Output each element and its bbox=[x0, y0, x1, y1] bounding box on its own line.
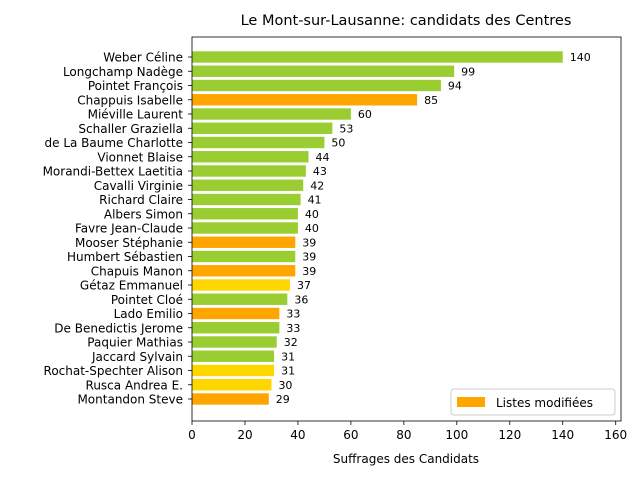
y-tick-label: Jaccard Sylvain bbox=[91, 350, 183, 364]
y-tick-label: Longchamp Nadège bbox=[63, 65, 183, 79]
bar bbox=[192, 379, 272, 391]
bar bbox=[192, 364, 275, 377]
value-label: 37 bbox=[297, 279, 311, 292]
bar bbox=[192, 79, 441, 92]
value-label: 30 bbox=[278, 379, 292, 392]
bar bbox=[192, 279, 290, 291]
x-tick-label: 40 bbox=[290, 428, 305, 442]
value-label: 53 bbox=[339, 122, 353, 135]
bar bbox=[192, 94, 418, 106]
x-tick-label: 120 bbox=[498, 428, 521, 442]
value-label: 43 bbox=[313, 165, 327, 178]
y-tick-label: De Benedictis Jerome bbox=[54, 321, 183, 335]
value-label: 39 bbox=[302, 236, 316, 249]
bar bbox=[192, 136, 325, 149]
value-label: 29 bbox=[276, 393, 290, 406]
value-label: 42 bbox=[310, 179, 324, 192]
x-tick-label: 0 bbox=[188, 428, 196, 442]
y-tick-label: Mooser Stéphanie bbox=[75, 236, 183, 250]
bar bbox=[192, 165, 306, 177]
y-tick-label: Richard Claire bbox=[99, 193, 183, 207]
value-label: 39 bbox=[302, 251, 316, 264]
value-label: 31 bbox=[281, 350, 295, 363]
legend-swatch bbox=[457, 397, 485, 407]
y-tick-label: Montandon Steve bbox=[77, 393, 183, 407]
bar bbox=[192, 322, 280, 334]
value-label: 33 bbox=[286, 308, 300, 321]
x-tick-label: 100 bbox=[445, 428, 468, 442]
x-tick-label: 20 bbox=[237, 428, 252, 442]
y-tick-label: Cavalli Virginie bbox=[94, 179, 183, 193]
bar bbox=[192, 307, 280, 320]
bar bbox=[192, 293, 288, 305]
x-tick-label: 60 bbox=[343, 428, 358, 442]
value-label: 41 bbox=[308, 194, 322, 207]
bar bbox=[192, 151, 309, 163]
value-label: 40 bbox=[305, 222, 319, 235]
bar bbox=[192, 250, 296, 263]
y-tick-label: Pointet François bbox=[88, 79, 183, 93]
legend: Listes modifiées bbox=[450, 388, 616, 416]
bar bbox=[192, 336, 277, 348]
y-tick-label: Lado Emilio bbox=[114, 307, 183, 321]
bar bbox=[192, 193, 301, 206]
value-label: 140 bbox=[570, 51, 591, 64]
legend-box bbox=[450, 388, 616, 416]
y-tick-label: Rochat-Spechter Alison bbox=[44, 364, 183, 378]
bar bbox=[192, 222, 298, 234]
y-tick-label: Schaller Graziella bbox=[78, 122, 183, 136]
y-tick-label: Chappuis Isabelle bbox=[77, 93, 183, 107]
value-label: 36 bbox=[294, 293, 308, 306]
bar bbox=[192, 65, 455, 77]
y-tick-label: Pointet Cloé bbox=[111, 293, 183, 307]
bar bbox=[192, 350, 275, 362]
x-tick-label: 80 bbox=[396, 428, 411, 442]
bars-layer: 1409994856053504443424140403939393736333… bbox=[192, 51, 591, 406]
bar bbox=[192, 179, 304, 191]
value-label: 40 bbox=[305, 208, 319, 221]
bar bbox=[192, 236, 296, 248]
bar bbox=[192, 393, 269, 405]
bar bbox=[192, 122, 333, 134]
bar bbox=[192, 208, 298, 220]
value-label: 50 bbox=[331, 137, 345, 150]
value-label: 85 bbox=[424, 94, 438, 107]
value-label: 44 bbox=[316, 151, 330, 164]
y-tick-label: de La Baume Charlotte bbox=[45, 136, 184, 150]
y-tick-label: Gétaz Emmanuel bbox=[80, 279, 183, 293]
y-tick-label: Favre Jean-Claude bbox=[75, 222, 183, 236]
value-label: 60 bbox=[358, 108, 372, 121]
y-tick-label: Chapuis Manon bbox=[91, 264, 183, 278]
legend-label: Listes modifiées bbox=[496, 396, 593, 410]
value-label: 94 bbox=[448, 80, 462, 93]
value-label: 32 bbox=[284, 336, 298, 349]
y-tick-label: Weber Céline bbox=[103, 51, 183, 65]
bar bbox=[192, 108, 351, 120]
x-tick-label: 140 bbox=[551, 428, 574, 442]
y-tick-label: Miéville Laurent bbox=[88, 108, 184, 122]
value-label: 31 bbox=[281, 365, 295, 378]
x-axis-label: Suffrages des Candidats bbox=[333, 452, 479, 466]
x-tick-label: 160 bbox=[604, 428, 627, 442]
bar bbox=[192, 265, 296, 277]
value-label: 33 bbox=[286, 322, 300, 335]
bar bbox=[192, 51, 563, 63]
y-tick-label: Vionnet Blaise bbox=[97, 150, 183, 164]
y-tick-label: Albers Simon bbox=[104, 207, 183, 221]
chart-title: Le Mont-sur-Lausanne: candidats des Cent… bbox=[241, 13, 572, 29]
y-tick-label: Morandi-Bettex Laetitia bbox=[43, 165, 183, 179]
y-tick-label: Rusca Andrea E. bbox=[86, 378, 183, 392]
value-label: 39 bbox=[302, 265, 316, 278]
y-tick-label: Paquier Mathias bbox=[87, 336, 183, 350]
value-label: 99 bbox=[461, 65, 475, 78]
y-tick-label: Humbert Sébastien bbox=[67, 250, 183, 264]
plot-frame bbox=[191, 36, 622, 422]
